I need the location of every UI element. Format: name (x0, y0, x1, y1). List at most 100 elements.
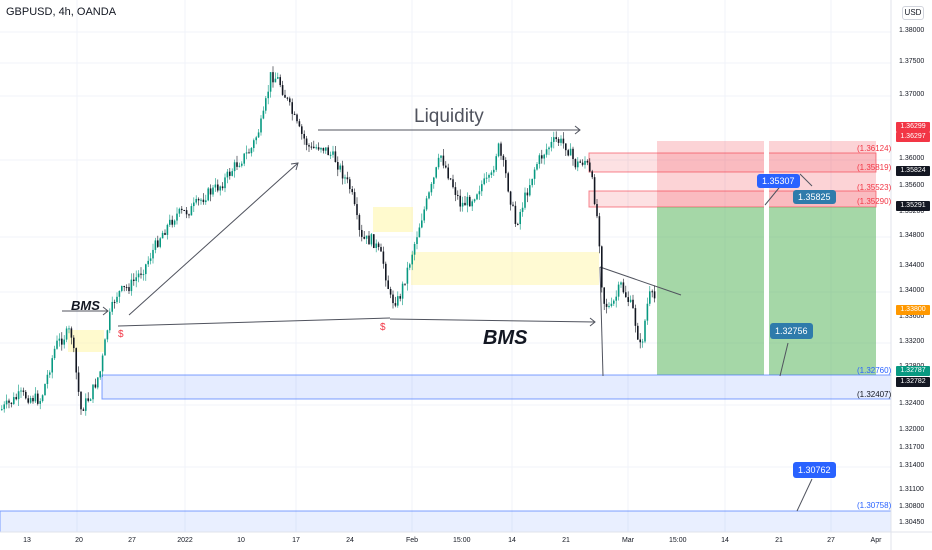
candle-body (157, 240, 159, 247)
candle-body (382, 251, 385, 264)
candle-body (41, 395, 44, 402)
candle-body (485, 177, 488, 179)
candle-body (514, 205, 517, 224)
candle-body (531, 178, 533, 186)
resistance-zone-upper[interactable] (588, 152, 877, 173)
candle-body (253, 140, 255, 149)
candle-body (569, 148, 572, 156)
candle-body (394, 303, 397, 306)
candle-body (70, 328, 73, 338)
candle-body (267, 91, 269, 99)
candle-body (236, 162, 238, 167)
candle-body (195, 198, 197, 203)
candle-body (437, 157, 440, 168)
candle-body (411, 254, 413, 265)
candle-body (109, 311, 111, 331)
candle-body (113, 301, 116, 303)
candle-body (329, 154, 332, 156)
candle-body (291, 102, 293, 114)
candle-body (226, 171, 229, 178)
candle-body (502, 155, 505, 161)
candle-body (161, 232, 164, 239)
candle-body (435, 167, 437, 178)
candle-body (605, 303, 608, 307)
support-zone-blue[interactable] (101, 374, 892, 400)
candle-body (51, 358, 53, 373)
candle-body (399, 296, 401, 299)
far-target-callout[interactable]: 1.30762 (793, 462, 836, 478)
candle-body (608, 305, 610, 307)
candle-body (373, 234, 375, 248)
candle-body (625, 292, 627, 298)
candle-body (473, 199, 476, 202)
bms-label-large: BMS (483, 327, 528, 349)
candle-body (301, 126, 303, 134)
stop-price-callout[interactable]: 1.35825 (793, 190, 836, 204)
candle-body (478, 191, 481, 195)
candle-body (200, 199, 202, 201)
price-tick: 1.31700 (899, 444, 925, 451)
candle-body (521, 207, 524, 212)
candle-body (548, 147, 550, 150)
time-tick: 24 (346, 537, 354, 544)
candle-body (490, 172, 493, 175)
demand-zone-yellow[interactable] (411, 252, 599, 285)
target-price-callout[interactable]: 1.32756 (770, 323, 813, 339)
candle-body (111, 301, 113, 312)
candle-body (622, 282, 625, 293)
candle-body (433, 177, 435, 184)
candle-body (99, 371, 101, 378)
candle-body (65, 328, 68, 340)
candle-body (171, 219, 173, 225)
candle-body (634, 308, 637, 326)
candle-body (248, 152, 250, 154)
candle-body (121, 285, 123, 291)
small-zone-yellow[interactable] (68, 330, 104, 352)
candle-body (632, 299, 634, 309)
candle-body (416, 237, 418, 244)
candle-body (29, 398, 32, 403)
candle-body (519, 211, 521, 225)
candle-body (483, 178, 485, 185)
candle-body (577, 161, 579, 168)
candle-body (289, 98, 291, 103)
candle-body (233, 162, 236, 172)
support-zone-blue-lower[interactable] (0, 510, 892, 533)
candle-body (154, 240, 157, 250)
candle-body (401, 283, 404, 299)
candle-body (181, 208, 183, 211)
candle-body (46, 374, 49, 385)
candle-body (567, 150, 569, 156)
candle-body (653, 291, 656, 299)
time-tick: 21 (775, 537, 783, 544)
candle-body (442, 155, 445, 166)
candle-body (375, 243, 377, 248)
candle-body (145, 264, 147, 275)
candle-body (445, 165, 447, 168)
symbol-title[interactable]: GBPUSD, 4h, OANDA (6, 6, 117, 18)
candle-body (574, 159, 577, 168)
candle-body (334, 151, 337, 163)
time-tick: 2022 (177, 537, 193, 544)
candle-body (15, 397, 17, 400)
time-tick: 15:00 (453, 537, 471, 544)
candle-body (565, 143, 567, 151)
candle-body (397, 296, 399, 306)
price-tick: 1.34000 (899, 287, 925, 294)
entry-price-callout[interactable]: 1.35307 (757, 174, 800, 188)
supply-zone-yellow[interactable] (373, 207, 413, 232)
candle-body (106, 330, 109, 340)
candle-body (509, 191, 512, 205)
time-tick: 21 (562, 537, 570, 544)
candle-body (543, 154, 545, 159)
currency-button[interactable]: USD (902, 6, 924, 20)
candle-body (481, 184, 483, 192)
candle-body (34, 393, 37, 402)
candle-body (440, 155, 442, 158)
time-tick: 15:00 (669, 537, 687, 544)
candlestick-series[interactable] (1, 66, 656, 416)
candle-body (461, 202, 464, 207)
trend-lines[interactable] (62, 125, 813, 512)
candle-body (298, 121, 301, 127)
